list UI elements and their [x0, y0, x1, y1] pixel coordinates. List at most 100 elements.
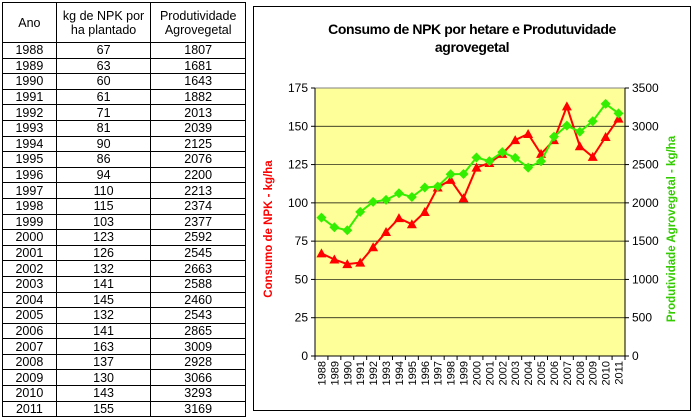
productivity-point: [419, 182, 430, 193]
plot-background: [314, 87, 626, 357]
col-header-productivity: Produtividade Agrovegetal: [150, 2, 246, 43]
table-row: 1999 103 2377: [2, 213, 246, 231]
y-right-tick-label: 2000: [632, 196, 659, 210]
x-tick-label: 1993: [381, 361, 393, 385]
y-left-tick-label: 75: [295, 234, 309, 248]
table-row: 1997 110 2213: [2, 182, 246, 199]
cell-year: 1989: [2, 57, 57, 75]
cell-year: 1994: [2, 135, 57, 153]
productivity-point: [548, 131, 559, 142]
table-row: 1998 115 2374: [2, 197, 246, 215]
cell-year: 1990: [2, 73, 57, 90]
table-row: 1991 61 1882: [2, 88, 246, 106]
npk-point: [600, 132, 611, 142]
x-tick-label: 1994: [394, 361, 406, 385]
productivity-point: [393, 188, 404, 199]
table-row: 2005 132 2543: [2, 307, 246, 324]
y-right-tick-label: 3500: [632, 81, 659, 95]
table-row: 1995 86 2076: [2, 151, 246, 168]
x-tick-label: 1990: [342, 361, 354, 385]
npk-point: [523, 128, 534, 138]
cell-productivity: 2374: [150, 197, 246, 215]
cell-year: 2011: [2, 400, 57, 417]
cell-year: 1997: [2, 182, 57, 199]
cell-year: 2006: [2, 322, 57, 340]
cell-npk: 86: [55, 151, 152, 168]
npk-point: [471, 162, 482, 172]
x-tick-label: 1999: [459, 361, 471, 385]
y-left-tick-label: 175: [288, 81, 308, 95]
x-tick-label: 2007: [562, 361, 574, 385]
cell-year: 2000: [2, 229, 57, 246]
cell-productivity: 2592: [150, 229, 246, 246]
productivity-point: [574, 126, 585, 137]
productivity-point: [523, 162, 534, 173]
table-row: 2001 126 2545: [2, 244, 246, 262]
npk-point: [587, 151, 598, 161]
productivity-point: [536, 156, 547, 167]
cell-npk: 123: [55, 229, 152, 246]
cell-productivity: 3169: [150, 400, 246, 417]
productivity-point: [497, 147, 508, 158]
table-header-row: Ano kg de NPK por ha plantado Produtivid…: [2, 2, 246, 43]
cell-productivity: 2460: [150, 291, 246, 309]
table-row: 1994 90 2125: [2, 135, 246, 153]
table-row: 2006 141 2865: [2, 322, 246, 340]
cell-npk: 110: [55, 182, 152, 199]
table-row: 2011 155 3169: [2, 400, 246, 417]
y-right-tick-label: 2500: [632, 158, 659, 172]
table-row: 1996 94 2200: [2, 166, 246, 184]
cell-npk: 115: [55, 197, 152, 215]
npk-point: [510, 135, 521, 145]
y-left-tick-label: 25: [295, 311, 309, 325]
productivity-point: [406, 192, 417, 203]
cell-year: 1991: [2, 88, 57, 106]
x-tick-label: 1995: [407, 361, 419, 385]
cell-productivity: 1807: [150, 42, 246, 59]
chart-title-line-2: agrovegetal: [435, 39, 509, 55]
cell-productivity: 2200: [150, 166, 246, 184]
y-axis-left-label: Consumo de NPK - kg/ha: [263, 160, 275, 298]
productivity-point: [368, 196, 379, 207]
cell-year: 1993: [2, 119, 57, 137]
y-right-tick-label: 500: [632, 311, 652, 325]
cell-npk: 81: [55, 119, 152, 137]
table-row: 1988 67 1807: [2, 42, 246, 59]
table-row: 2009 130 3066: [2, 369, 246, 387]
x-tick-label: 2006: [549, 361, 561, 385]
x-tick-label: 1988: [316, 361, 328, 385]
cell-productivity: 2663: [150, 260, 246, 277]
table-row: 1992 71 2013: [2, 104, 246, 121]
productivity-point: [600, 98, 611, 109]
cell-npk: 143: [55, 385, 152, 402]
table-row: 2002 132 2663: [2, 260, 246, 277]
cell-npk: 130: [55, 369, 152, 387]
cell-productivity: 2213: [150, 182, 246, 199]
cell-npk: 145: [55, 291, 152, 309]
cell-year: 2003: [2, 275, 57, 293]
cell-npk: 63: [55, 57, 152, 75]
productivity-point: [458, 168, 469, 179]
cell-productivity: 2013: [150, 104, 246, 121]
table-row: 2004 145 2460: [2, 291, 246, 309]
npk-point: [406, 219, 417, 229]
cell-productivity: 2125: [150, 135, 246, 153]
cell-npk: 61: [55, 88, 152, 106]
chart-panel: Consumo de NPK por hetare e Produtuvidad…: [253, 6, 691, 411]
npk-point: [419, 207, 430, 217]
productivity-point: [355, 206, 366, 217]
y-right-tick-label: 1000: [632, 272, 659, 286]
cell-productivity: 2543: [150, 307, 246, 324]
npk-point: [342, 259, 353, 269]
productivity-point: [471, 152, 482, 163]
cell-year: 1988: [2, 42, 57, 59]
cell-year: 1999: [2, 213, 57, 231]
productivity-point: [342, 225, 353, 236]
x-tick-label: 2010: [601, 361, 613, 385]
cell-npk: 90: [55, 135, 152, 153]
cell-productivity: 2039: [150, 119, 246, 137]
cell-npk: 132: [55, 260, 152, 277]
table-row: 1989 63 1681: [2, 57, 246, 75]
cell-npk: 155: [55, 400, 152, 417]
productivity-point: [561, 120, 572, 131]
